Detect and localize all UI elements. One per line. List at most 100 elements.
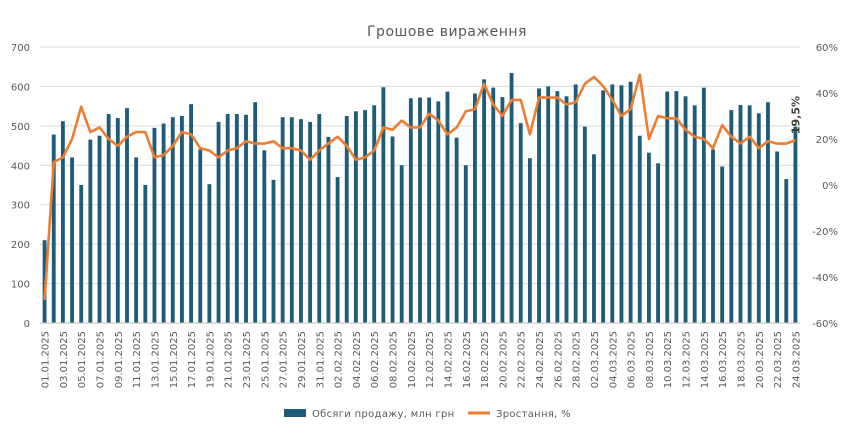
bar (152, 127, 157, 323)
bar (766, 102, 770, 323)
bar (546, 86, 551, 324)
y-tick-label: 0 (24, 319, 30, 330)
x-tick-label: 23.01.2025 (242, 331, 253, 388)
x-tick-label: 20.03.2025 (755, 331, 766, 388)
line-series (43, 73, 796, 301)
legend: Обсяги продажу, млн грн Зростання, % (284, 409, 571, 420)
bar (619, 85, 624, 323)
bar (335, 177, 340, 323)
bar (463, 165, 468, 323)
bar (564, 96, 569, 323)
chart-title: Грошове вираження (367, 24, 527, 40)
bar (134, 157, 139, 323)
bar (656, 163, 660, 323)
bar (445, 91, 450, 323)
y-axis-left: 0 100 200 300 400 500 600 700 (11, 43, 30, 330)
bar (518, 123, 523, 323)
x-tick-label: 26.02.2025 (553, 331, 564, 388)
y-tick-label: 600 (11, 82, 30, 93)
bar (573, 84, 578, 324)
bar (601, 90, 606, 324)
bar (225, 114, 230, 323)
bar (125, 108, 129, 323)
bar (299, 119, 303, 324)
bar (317, 114, 322, 323)
y2-tick-label: 60% (816, 43, 838, 54)
bar (189, 104, 194, 323)
x-tick-label: 16.02.2025 (462, 331, 473, 388)
x-tick-label: 10.02.2025 (407, 331, 418, 388)
bar (408, 98, 413, 323)
bar (592, 154, 596, 323)
x-tick-label: 13.01.2025 (150, 331, 161, 388)
bar (683, 96, 688, 323)
bar (308, 121, 313, 323)
x-tick-label: 31.01.2025 (315, 331, 326, 388)
x-tick-label: 07.01.2025 (96, 331, 107, 388)
bar (436, 101, 441, 323)
bar (482, 79, 487, 323)
bar (427, 97, 432, 323)
bar (88, 139, 93, 323)
x-tick-label: 12.03.2025 (682, 331, 693, 388)
x-tick-label: 24.02.2025 (535, 331, 546, 388)
legend-bar-swatch (284, 409, 306, 417)
x-tick-label: 20.02.2025 (498, 331, 509, 388)
bar (628, 81, 633, 323)
x-tick-label: 22.02.2025 (517, 331, 528, 388)
y2-tick-label: -20% (812, 227, 838, 238)
bar (262, 150, 267, 323)
x-tick-label: 06.03.2025 (627, 331, 638, 388)
bar (363, 110, 367, 323)
bar (271, 179, 276, 323)
x-tick-label: 28.02.2025 (572, 331, 583, 388)
x-tick-label: 11.01.2025 (132, 331, 143, 388)
bar (143, 185, 148, 323)
bar (491, 87, 496, 323)
bar (289, 117, 294, 324)
y-tick-label: 400 (11, 161, 30, 172)
x-tick-label: 01.01.2025 (41, 331, 52, 388)
y2-tick-label: -60% (812, 319, 838, 330)
y-tick-label: 100 (11, 280, 30, 291)
last-value-annotation: 19,5% (789, 96, 802, 134)
bar (170, 117, 175, 324)
bar (234, 114, 239, 323)
bar (610, 84, 615, 324)
bar (582, 126, 587, 324)
x-tick-label: 09.01.2025 (114, 331, 125, 388)
growth-line (43, 73, 796, 301)
bar (180, 116, 184, 323)
bar-series (42, 73, 798, 324)
x-tick-label: 16.03.2025 (718, 331, 729, 388)
bar (646, 152, 651, 323)
legend-bar-label: Обсяги продажу, млн грн (312, 409, 455, 420)
x-tick-label: 05.01.2025 (77, 331, 88, 388)
bar (720, 166, 725, 323)
bar (372, 105, 377, 323)
x-tick-label: 15.01.2025 (169, 331, 180, 388)
x-tick-label: 27.01.2025 (279, 331, 290, 388)
bar (381, 87, 386, 323)
x-tick-label: 03.01.2025 (59, 331, 70, 388)
y2-tick-label: 40% (816, 89, 838, 100)
bar (115, 117, 120, 323)
x-tick-label: 04.03.2025 (608, 331, 619, 388)
bar (244, 114, 248, 323)
x-tick-label: 10.03.2025 (663, 331, 674, 388)
x-tick-label: 17.01.2025 (187, 331, 198, 388)
bar (79, 185, 84, 323)
bar (253, 102, 258, 323)
bar (775, 151, 780, 323)
bar (60, 121, 65, 323)
bar (70, 157, 74, 323)
x-tick-label: 02.02.2025 (334, 331, 345, 388)
bar (784, 179, 789, 323)
bar (399, 165, 404, 323)
x-axis: 01.01.2025 03.01.2025 05.01.2025 07.01.2025… (40, 322, 802, 388)
y-tick-label: 500 (11, 122, 30, 133)
bar (207, 184, 212, 323)
x-tick-label: 22.03.2025 (773, 331, 784, 388)
bar (216, 121, 221, 323)
